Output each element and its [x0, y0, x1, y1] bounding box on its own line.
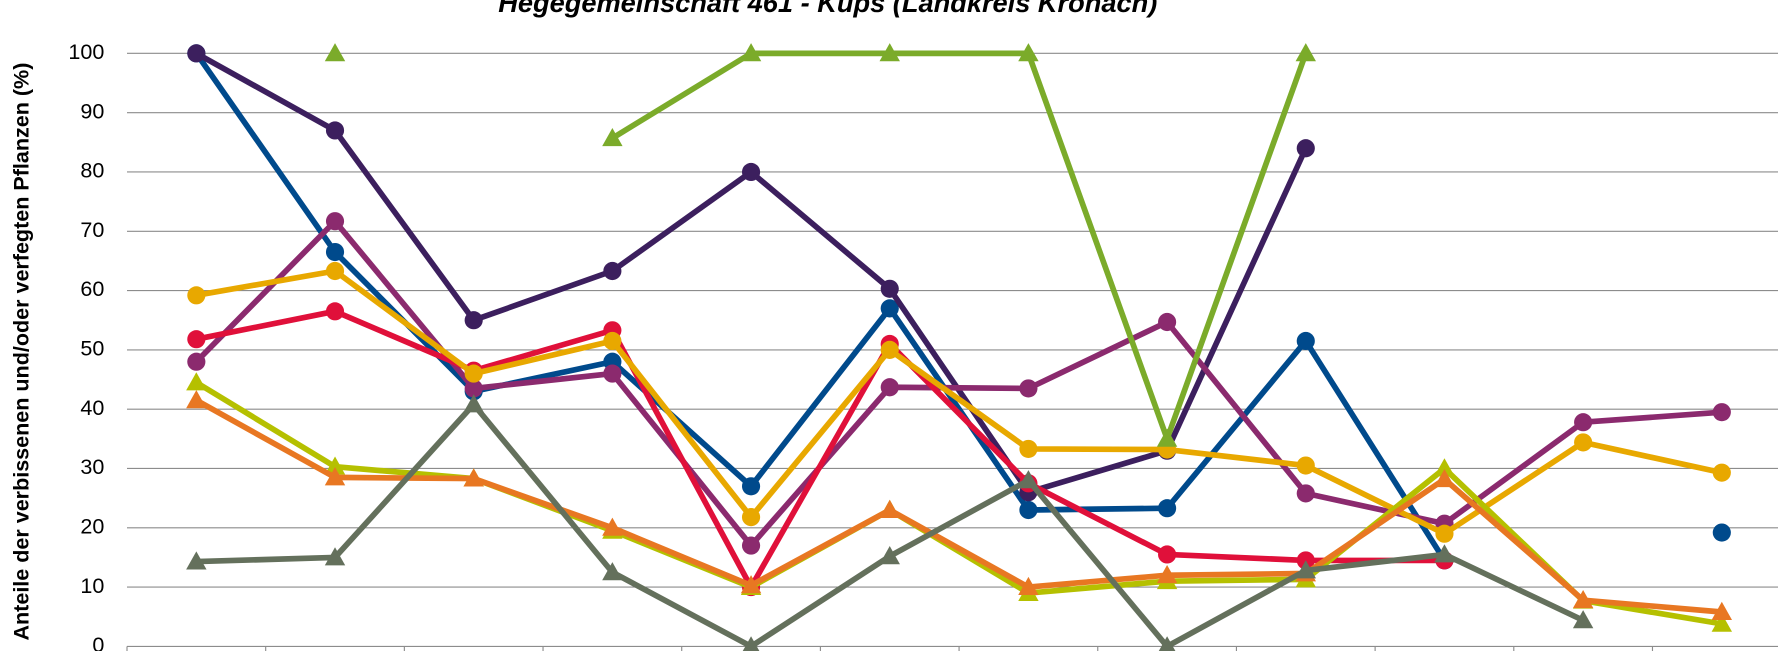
marker: [879, 546, 900, 565]
series-line: [195, 308, 1445, 590]
marker: [187, 352, 206, 371]
series-line: [194, 218, 1723, 549]
marker: [187, 286, 206, 305]
series-line: [196, 53, 1721, 560]
marker: [879, 43, 900, 62]
marker: [880, 378, 899, 397]
marker: [324, 547, 346, 566]
marker: [1019, 500, 1038, 520]
marker: [325, 212, 345, 231]
marker: [1156, 636, 1178, 655]
series-line: [195, 268, 1723, 537]
marker: [1572, 589, 1594, 609]
marker: [1572, 610, 1594, 629]
y-tick-label: 0: [92, 633, 104, 651]
y-tick-label: 80: [80, 159, 104, 183]
marker: [325, 242, 345, 262]
marker: [879, 499, 900, 518]
marker: [324, 467, 346, 486]
marker: [1296, 456, 1315, 475]
marker: [325, 261, 345, 281]
marker: [324, 456, 346, 475]
marker: [1435, 524, 1454, 543]
marker: [325, 302, 345, 321]
marker: [1018, 470, 1039, 489]
marker: [740, 575, 762, 594]
marker: [1711, 601, 1733, 620]
y-tick-label: 100: [68, 40, 104, 64]
marker: [324, 43, 346, 62]
marker: [1156, 565, 1178, 584]
marker: [1018, 43, 1039, 62]
marker: [1712, 463, 1731, 482]
marker: [1434, 468, 1455, 488]
series-line: [610, 50, 1309, 442]
marker: [880, 279, 899, 298]
marker: [740, 636, 762, 655]
marker: [1019, 379, 1038, 398]
y-tick-label: 40: [80, 396, 104, 420]
marker: [1434, 544, 1455, 563]
marker: [1712, 403, 1731, 422]
marker: [1712, 523, 1731, 542]
marker: [464, 311, 483, 330]
marker: [186, 390, 207, 409]
marker: [1156, 428, 1178, 447]
marker: [1434, 458, 1455, 477]
series-line: [194, 397, 1723, 615]
marker: [1158, 312, 1177, 332]
marker: [1296, 484, 1315, 503]
marker: [741, 162, 761, 182]
marker: [1295, 560, 1316, 579]
marker: [325, 121, 345, 140]
marker: [741, 536, 761, 555]
y-tick-label: 50: [80, 337, 104, 361]
marker: [602, 562, 623, 581]
series-line: [194, 50, 1309, 496]
marker: [1574, 433, 1593, 452]
marker: [187, 330, 206, 349]
marker: [1018, 576, 1039, 596]
marker: [463, 468, 484, 487]
marker: [464, 364, 483, 383]
y-tick-label: 30: [80, 455, 104, 479]
marker: [602, 127, 623, 147]
y-axis-label: Anteile der verbissenen und/oder verfegt…: [9, 63, 33, 641]
marker: [880, 340, 899, 359]
y-tick-label: 70: [80, 218, 104, 242]
marker: [186, 372, 207, 391]
marker: [1711, 613, 1733, 632]
marker: [1296, 139, 1315, 158]
marker: [1158, 499, 1177, 518]
chart-title: Hegegemeinschaft 461 - Küps (Landkreis K…: [498, 0, 1157, 18]
marker: [1574, 413, 1593, 432]
marker: [187, 44, 206, 63]
marker: [603, 331, 622, 351]
marker: [602, 517, 623, 536]
marker: [603, 261, 622, 281]
marker: [603, 364, 622, 383]
marker: [1296, 331, 1315, 351]
marker: [1158, 545, 1177, 564]
marker: [741, 508, 761, 527]
marker: [1295, 43, 1316, 62]
marker: [463, 394, 484, 413]
y-tick-label: 20: [80, 514, 104, 538]
marker: [880, 299, 899, 318]
marker: [741, 477, 761, 496]
marker: [740, 43, 762, 62]
marker: [186, 551, 207, 570]
marker: [1019, 439, 1038, 458]
y-tick-label: 60: [80, 277, 104, 301]
y-tick-label: 10: [80, 574, 104, 598]
y-tick-label: 90: [80, 99, 104, 123]
marker: [464, 379, 483, 398]
